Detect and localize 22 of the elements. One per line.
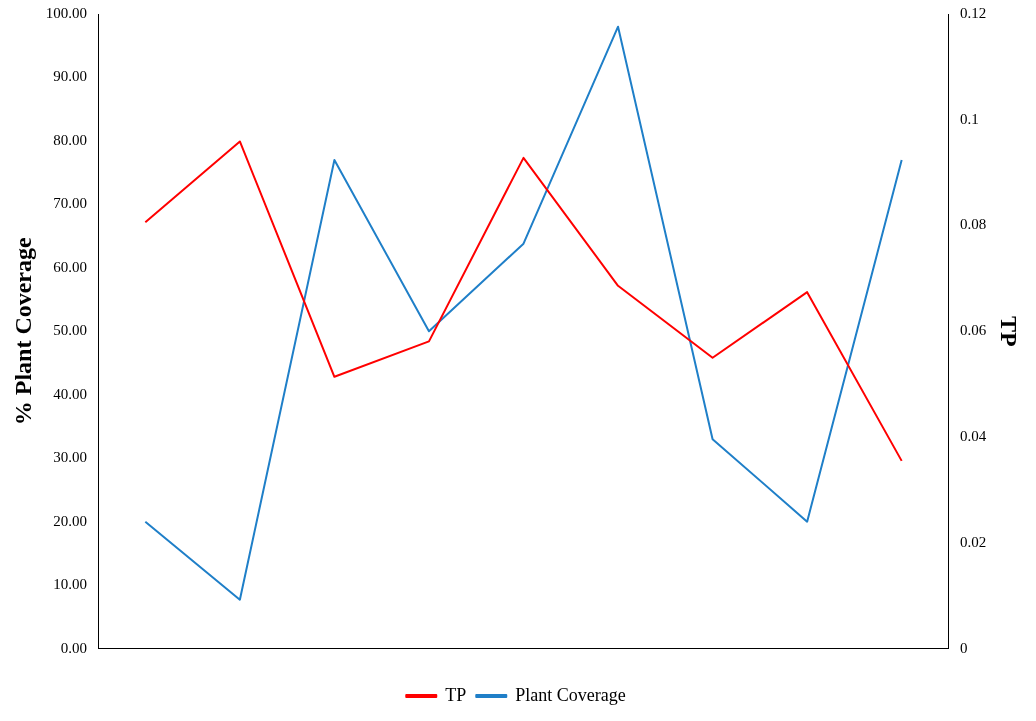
y2-tick-label: 0.12 — [959, 4, 987, 21]
y2-tick-label: 0.04 — [959, 428, 987, 444]
y2-tick-label: 0.02 — [959, 533, 987, 550]
y2-tick-label: 0.1 — [959, 110, 979, 127]
y-tick-label: 10.00 — [53, 576, 88, 593]
y2-tick-label: 0 — [959, 639, 968, 656]
y-tick-label: 60.00 — [53, 258, 88, 275]
y-axis-title: % Plant Coverage — [9, 236, 36, 426]
y-tick-label: 100.00 — [45, 4, 88, 21]
y-tick-label: 70.00 — [53, 195, 88, 212]
y-tick-label: 0.00 — [60, 639, 88, 656]
y-tick-label: 50.00 — [53, 322, 88, 339]
legend-label: Plant Coverage — [515, 684, 626, 705]
y-tick-label: 40.00 — [53, 385, 88, 402]
y-tick-label: 20.00 — [53, 512, 88, 529]
y2-tick-label: 0.08 — [959, 216, 987, 233]
y-tick-label: 90.00 — [53, 68, 88, 85]
y2-tick-label: 0.06 — [959, 322, 987, 339]
legend-label: TP — [445, 684, 467, 705]
y-tick-label: 80.00 — [53, 131, 88, 148]
y-tick-label: 30.00 — [53, 449, 88, 466]
y2-axis-title: TP — [996, 315, 1023, 347]
